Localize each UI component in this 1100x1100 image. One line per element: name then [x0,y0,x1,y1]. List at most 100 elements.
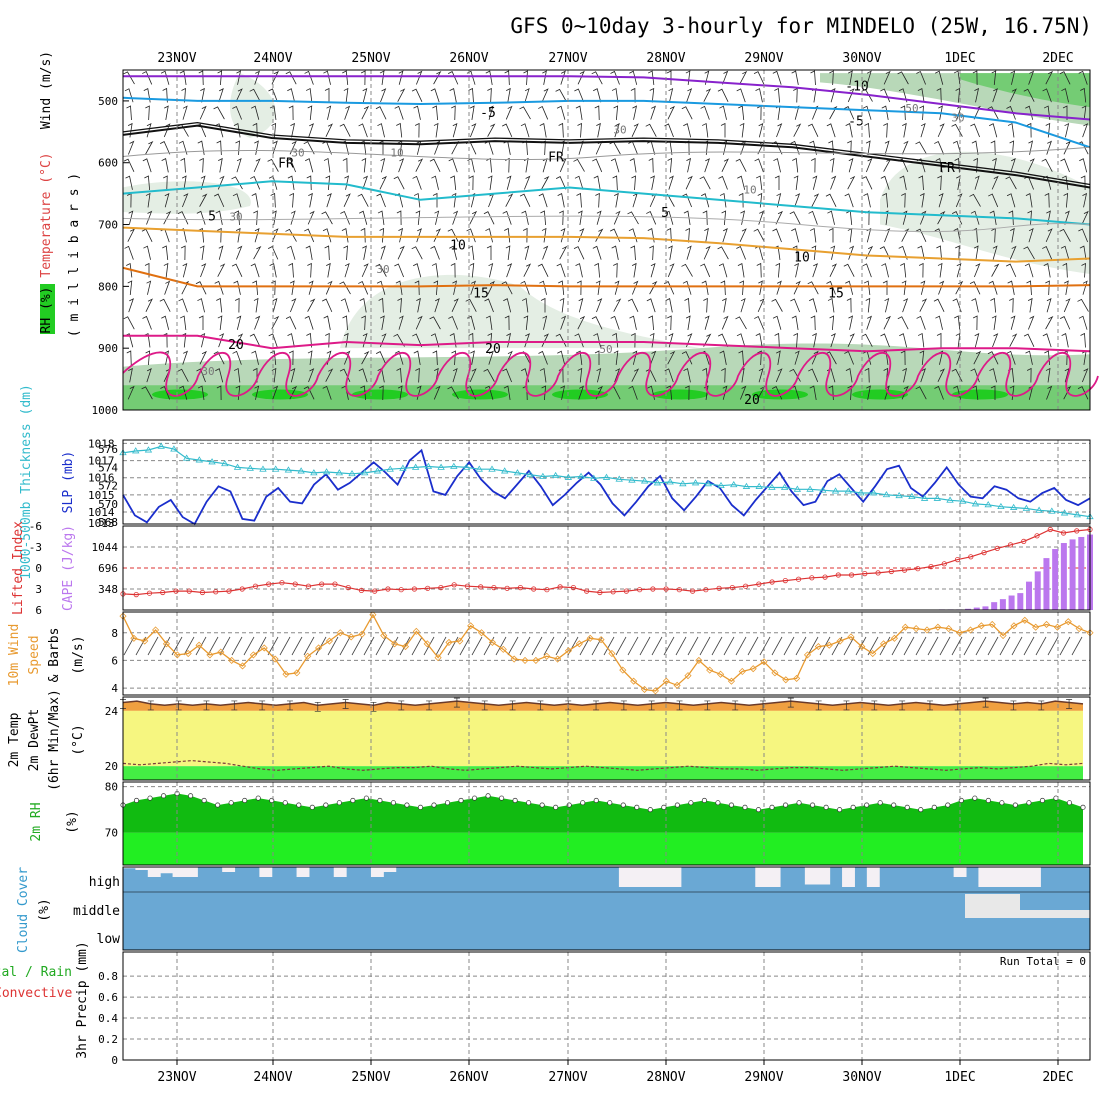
wind-barb [272,210,277,225]
wind-barb [375,351,387,365]
wind-barb [577,315,586,330]
wind-barb [1008,210,1014,226]
wind-speed-marker [608,649,616,658]
wind-speed-marker [727,677,736,685]
wind-barb [146,210,153,225]
wind-barb-10m [675,636,687,656]
wind-barb [827,210,835,225]
thickness-marker [411,463,420,470]
temp-minmax-bar [147,700,154,711]
wind-barb [254,140,259,155]
temp-minmax-bar [314,701,321,712]
wind-barb-10m [363,636,375,656]
thickness-marker [221,459,229,467]
wind-barb [666,227,672,243]
wind-barb [290,298,297,313]
lifted-index-marker [623,588,629,594]
wind-speed-marker [499,645,507,653]
wind-barb [143,88,151,103]
rh2m-marker [1053,795,1059,801]
wind-speed-marker [695,656,703,664]
wind-barb [555,88,567,102]
wind-barb [326,193,332,208]
wind-barb [542,70,547,85]
contour-label: 10 [390,147,403,160]
wind-barb [956,262,962,278]
wind-speed-marker [217,648,225,656]
wind-barb [632,105,638,120]
wind-barb [485,70,493,85]
upper-air-frame [122,69,1091,411]
wind-barb [917,332,925,348]
contour-label: 10 [743,184,756,197]
li-tick-label: 0 [35,562,42,575]
wind-speed-marker [521,656,529,664]
wind-barb [864,122,870,138]
wind-barb [1027,158,1035,173]
wind-barb [1081,105,1087,120]
wind-barb [1028,140,1034,155]
rh2m-marker [688,800,694,806]
wind-barb [596,210,602,225]
wind-barb [128,298,134,313]
wind-barb [937,175,942,191]
wind-barb [271,367,277,383]
wind-barb [234,297,240,313]
wind-barb [810,70,816,86]
lifted-index-marker [544,587,550,593]
wind-barb [721,315,729,330]
wind-speed-marker [173,651,181,659]
contour-label: 20 [228,338,244,353]
temp-minmax-bar [982,697,989,708]
wind-barb [181,175,187,190]
wind-barb [758,280,763,295]
wind-barb [882,280,888,295]
lifted-index-marker [292,581,298,587]
thickness-marker [1022,504,1031,511]
lifted-index-marker [517,584,523,591]
temp-minmax-bar [342,699,349,709]
slp-tick-label: 1017 [88,455,115,468]
wind-barb [915,228,927,243]
wind-barb [1043,263,1051,278]
lifted-index-marker [901,567,908,573]
thickness-marker [997,502,1005,510]
wind-barb [433,385,441,400]
thickness-marker [182,454,191,461]
wind-barb [794,193,801,208]
wind-barb [825,193,837,207]
wind-barb [974,175,980,190]
rh2m-tick-label: 80 [105,781,118,794]
wind-barb [645,123,657,137]
wind-barb [1059,316,1071,330]
wind-barb [775,368,783,383]
rh2m-marker [228,800,234,806]
rh2m-marker [823,804,829,810]
date-label-top: 29NOV [744,51,783,66]
wind-barb [577,70,585,85]
lifted-index-marker [928,563,934,570]
wind-barb [433,280,439,296]
wind-barb [990,385,996,400]
date-label-bottom: 26NOV [449,1070,488,1085]
wind-barb [1045,367,1051,383]
wind-barb [811,245,817,261]
wind-barb [1062,105,1068,120]
wind-barb-10m [951,636,963,656]
wind-barb [341,227,349,243]
wind-barb [740,385,747,400]
wind-barb [412,175,422,190]
wind-barb [844,193,854,208]
wind-barb [776,350,781,365]
rh-shade-saturated [252,389,308,400]
wind-barb [1010,315,1016,330]
wind-barb-10m [1023,636,1035,656]
wind-barb [954,315,961,331]
wind-barb [178,140,188,155]
thickness-marker [717,481,725,489]
lifted-index-marker [1034,533,1040,539]
contour-label: FR [548,151,564,166]
wind-barb [735,316,747,330]
dewpoint-axis-label: 2m DewPt [27,709,42,772]
precip-total-label: Total / Rain [0,965,72,980]
